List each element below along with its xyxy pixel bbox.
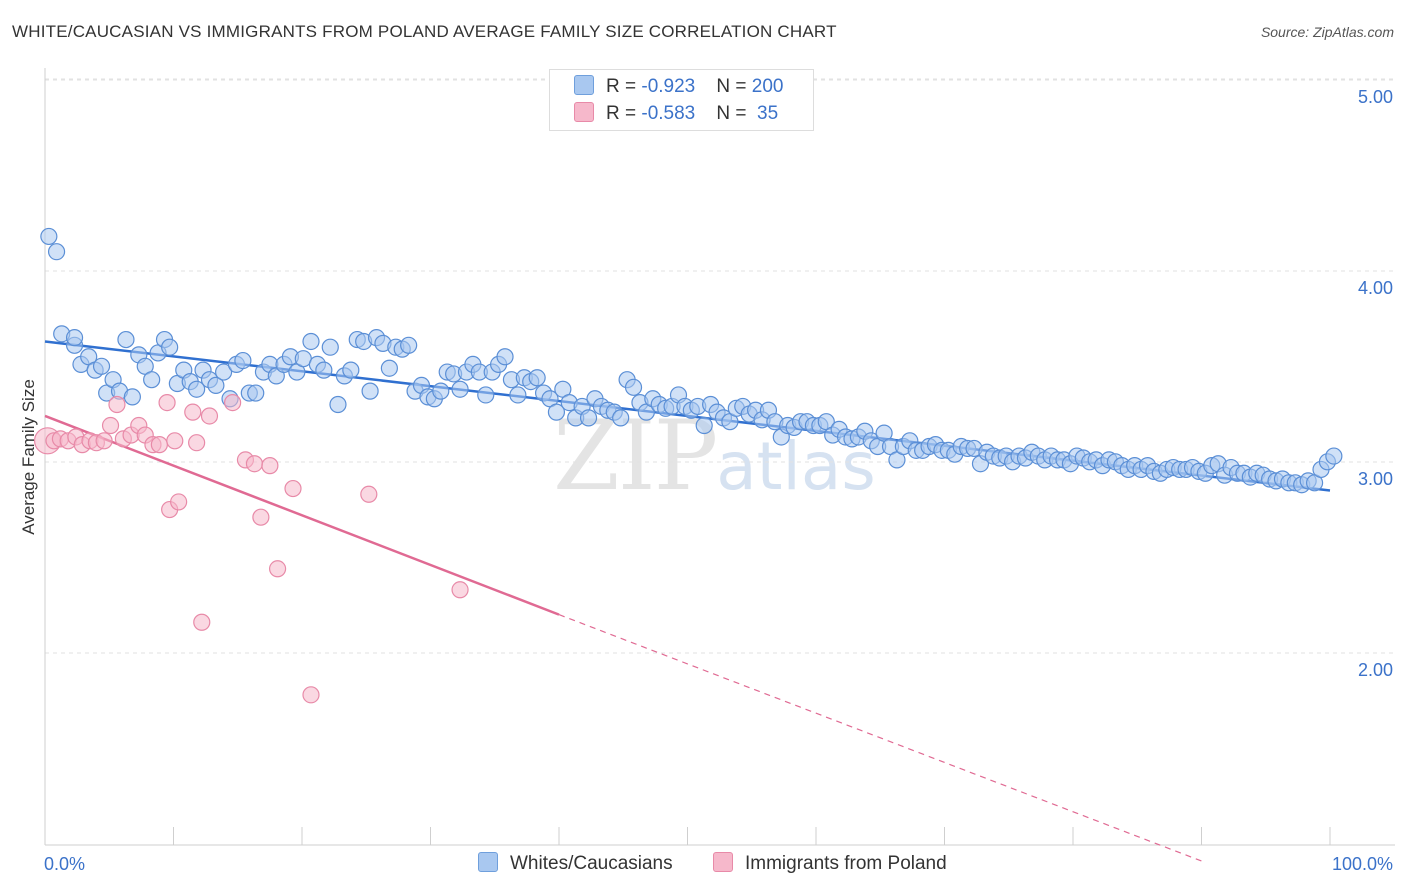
point-whites: [143, 371, 161, 389]
point-poland: [245, 455, 264, 473]
legend-row-whites: R = -0.923 N = 200: [574, 75, 783, 99]
point-poland: [184, 403, 202, 421]
point-poland: [224, 394, 242, 412]
legend-item-poland: Immigrants from Poland: [713, 852, 947, 875]
point-whites: [361, 382, 379, 400]
chart-title: WHITE/CAUCASIAN VS IMMIGRANTS FROM POLAN…: [12, 22, 837, 41]
point-poland: [158, 394, 176, 412]
point-poland: [95, 432, 113, 450]
point-whites: [547, 403, 566, 421]
r-label: R =: [606, 76, 642, 97]
legend-label: Whites/Caucasians: [510, 853, 673, 874]
legend-swatch-blue: [478, 852, 498, 872]
point-whites: [612, 409, 630, 427]
point-poland: [268, 560, 287, 578]
point-whites: [161, 338, 179, 356]
point-poland: [170, 493, 188, 511]
y-tick-label: 3.00: [1358, 469, 1393, 489]
point-whites: [215, 363, 233, 381]
point-poland: [302, 686, 320, 704]
point-poland: [108, 395, 126, 414]
trend-line-poland: [44, 414, 560, 616]
r-value: -0.923: [641, 76, 696, 97]
point-whites: [496, 348, 514, 366]
y-tick-label: 2.00: [1358, 660, 1393, 680]
source-label: Source: ZipAtlas.com: [1260, 24, 1394, 40]
point-poland: [360, 485, 378, 503]
n-label: N =: [716, 103, 752, 124]
point-whites: [92, 357, 111, 375]
point-poland: [252, 508, 270, 526]
point-whites: [342, 361, 360, 379]
point-whites: [117, 330, 135, 349]
point-poland: [101, 416, 120, 435]
point-whites: [528, 369, 546, 387]
legend-row-poland: R = -0.583 N = 35: [574, 102, 778, 126]
point-whites: [65, 329, 84, 347]
point-whites: [47, 243, 66, 261]
point-whites: [321, 338, 339, 356]
axes: [44, 68, 1395, 846]
n-label: N =: [716, 76, 752, 97]
point-whites: [40, 227, 58, 246]
point-whites: [234, 351, 252, 370]
y-tick-label: 5.00: [1358, 87, 1393, 107]
point-whites: [400, 336, 418, 354]
point-whites: [1325, 447, 1343, 465]
point-whites: [380, 359, 398, 377]
legend-swatch-blue: [574, 75, 594, 95]
r-value: -0.583: [641, 103, 696, 124]
point-whites: [329, 395, 347, 414]
y-axis-title: Average Family Size: [19, 379, 38, 535]
r-label: R =: [606, 103, 642, 124]
point-whites: [247, 384, 265, 402]
point-poland: [261, 457, 279, 475]
point-poland: [451, 581, 469, 599]
point-whites: [477, 386, 495, 404]
point-whites: [432, 382, 450, 400]
data-points: [33, 227, 1343, 704]
trend-line-poland-extension: [558, 614, 1202, 862]
n-value: 200: [751, 76, 784, 97]
point-whites: [123, 388, 141, 406]
point-whites: [188, 380, 206, 398]
legend-swatch-pink: [713, 852, 733, 872]
y-tick-label: 4.00: [1358, 278, 1393, 298]
axis-labels: 2.00 3.00 4.00 5.00 0.0% 100.0% Average Family…: [19, 87, 1393, 874]
point-whites: [624, 378, 643, 396]
legend-label: Immigrants from Poland: [745, 853, 947, 874]
point-poland: [193, 613, 211, 631]
x-tick-label: 0.0%: [44, 854, 85, 874]
point-whites: [315, 361, 333, 379]
legend-item-whites: Whites/Caucasians: [478, 852, 673, 875]
point-whites: [695, 416, 713, 435]
point-poland: [284, 479, 302, 498]
point-whites: [579, 409, 598, 427]
point-whites: [302, 332, 320, 351]
point-whites: [509, 386, 527, 404]
x-tick-label: 100.0%: [1332, 854, 1393, 874]
trend-lines: [44, 340, 1331, 862]
point-poland: [200, 407, 219, 425]
point-poland: [150, 436, 168, 454]
correlation-legend: R = -0.923 N = 200 R = -0.583 N = 35: [549, 69, 814, 131]
point-whites: [451, 380, 469, 398]
point-poland: [188, 434, 206, 452]
legend-swatch-pink: [574, 102, 594, 122]
n-value: 35: [751, 103, 779, 124]
point-whites: [207, 376, 225, 395]
point-poland: [166, 432, 184, 450]
